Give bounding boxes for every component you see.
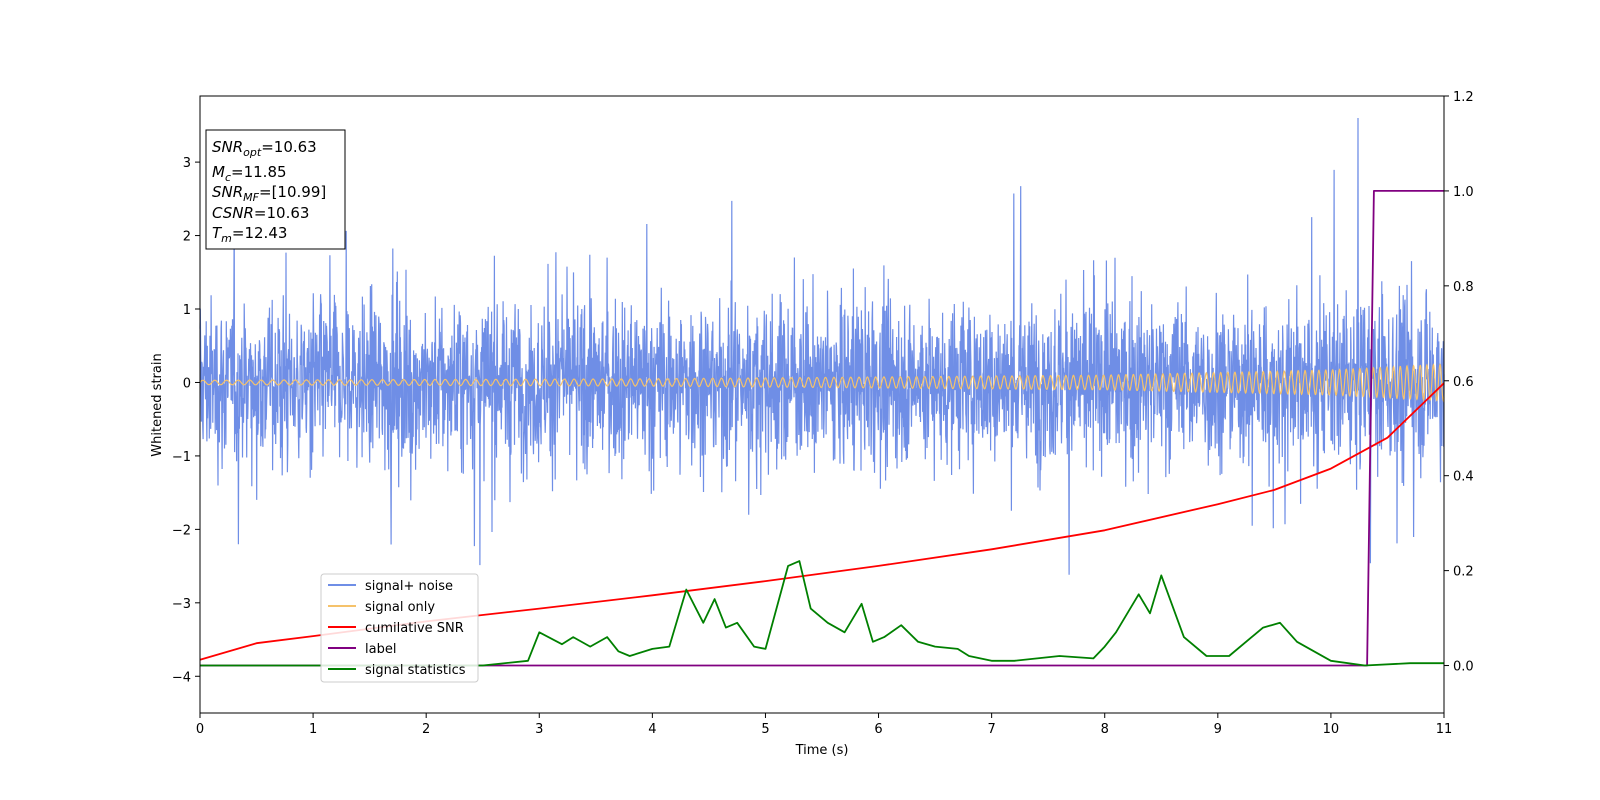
annotation-tm: Tm=12.43 — [212, 224, 287, 245]
x-tick-label: 0 — [196, 722, 204, 737]
series-label — [200, 190, 1444, 667]
y-right-tick-label: 1.0 — [1453, 185, 1474, 200]
x-tick-label: 8 — [1101, 722, 1109, 737]
series-signal-noise — [199, 117, 1445, 575]
legend-label-cumulative-snr: cumilative SNR — [365, 621, 464, 636]
y-right-tick-label: 0.6 — [1453, 375, 1474, 390]
annotation-box — [205, 129, 346, 250]
y-right-tick-label: 0.2 — [1453, 565, 1474, 580]
y-tick-label: −2 — [172, 523, 191, 538]
plot-frame — [199, 95, 1445, 714]
x-tick-label: 3 — [535, 722, 543, 737]
annotation-snr-opt: SNRopt=10.63 — [212, 138, 317, 159]
tick-layer: 0 1 2 3 4 5 6 7 8 9 10 11 −4 −3 −2 −1 0 1 2 3 0.0 0.2 0.4 0.6 0.… — [172, 90, 1474, 737]
series-signal-only — [199, 363, 1445, 403]
y-tick-label: 0 — [183, 376, 191, 391]
legend-label-signal-only: signal only — [365, 600, 435, 615]
series-signal-statistics — [200, 560, 1444, 667]
x-tick-label: 10 — [1323, 722, 1340, 737]
x-tick-label: 7 — [987, 722, 995, 737]
y-tick-label: 1 — [183, 303, 191, 318]
y-right-tick-label: 1.2 — [1453, 90, 1474, 105]
x-tick-label: 4 — [648, 722, 656, 737]
x-tick-label: 11 — [1436, 722, 1453, 737]
x-tick-label: 5 — [761, 722, 769, 737]
y-axis-label: Whitened strain — [150, 353, 165, 456]
x-axis-label: Time (s) — [795, 743, 849, 758]
annotation-snr-mf: SNRMF=[10.99] — [212, 183, 326, 204]
annotation-csnr: CSNR=10.63 — [212, 204, 309, 222]
x-tick-label: 9 — [1214, 722, 1222, 737]
y-tick-label: −1 — [172, 450, 191, 465]
y-tick-label: 2 — [183, 230, 191, 245]
y-right-tick-label: 0.0 — [1453, 660, 1474, 675]
y-tick-label: −4 — [172, 670, 191, 685]
y-tick-label: −3 — [172, 597, 191, 612]
y-tick-label: 3 — [183, 156, 191, 171]
y-right-tick-label: 0.4 — [1453, 470, 1474, 485]
x-tick-label: 6 — [874, 722, 882, 737]
legend-box — [320, 573, 479, 683]
legend: signal+ noise signal only cumilative SNR… — [320, 573, 479, 683]
legend-label-signal-statistics: signal statistics — [365, 663, 466, 678]
x-tick-label: 1 — [309, 722, 317, 737]
stats-annotation: SNRopt=10.63 Mc=11.85 SNRMF=[10.99] CSNR… — [205, 129, 346, 250]
x-tick-label: 2 — [422, 722, 430, 737]
legend-label-label: label — [365, 642, 396, 657]
legend-label-signal-noise: signal+ noise — [365, 579, 453, 594]
annotation-mc: Mc=11.85 — [212, 163, 287, 184]
y-right-tick-label: 0.8 — [1453, 280, 1474, 295]
